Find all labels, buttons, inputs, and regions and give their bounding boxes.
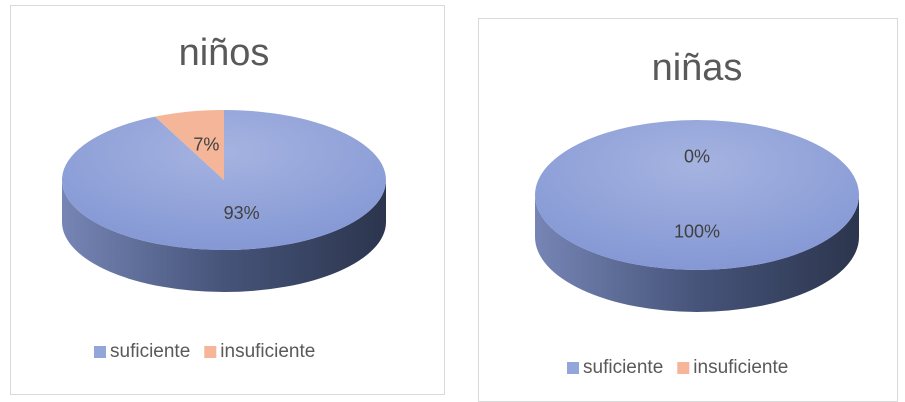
legend-label: suficiente: [583, 357, 663, 378]
pie-slice: [155, 110, 224, 180]
legend-swatch: [94, 346, 106, 358]
legend-swatch: [567, 362, 579, 374]
legend-label: insuficiente: [693, 357, 788, 378]
pie-side: [62, 180, 386, 292]
pie-slice: [62, 110, 387, 250]
chart-title: niñas: [652, 47, 743, 89]
data-label: 100%: [674, 221, 720, 241]
chart-title: niños: [179, 32, 270, 74]
data-label: 93%: [224, 203, 260, 223]
legend-label: suficiente: [110, 341, 190, 362]
data-label: 7%: [193, 135, 219, 155]
legend-swatch: [204, 346, 217, 358]
legend-label: insuficiente: [220, 341, 315, 362]
legend-swatch: [677, 362, 690, 374]
pie-slice: [535, 120, 859, 270]
data-label: 0%: [684, 146, 710, 166]
pie-side: [535, 195, 859, 312]
